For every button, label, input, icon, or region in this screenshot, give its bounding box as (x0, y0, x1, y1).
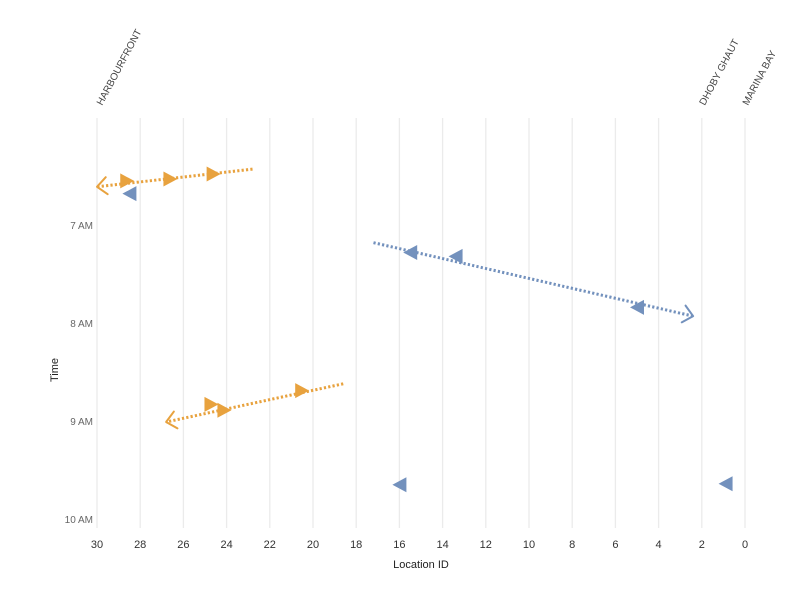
data-point-marker (448, 248, 463, 264)
x-tick-label: 20 (307, 539, 319, 551)
series-group (373, 241, 695, 324)
series-group (122, 186, 733, 493)
trend-arrow-head (165, 410, 179, 430)
series-group (165, 382, 344, 430)
series-group (96, 166, 253, 196)
trend-line (373, 241, 694, 318)
data-point-marker (217, 402, 232, 418)
x-tick-label: 30 (91, 539, 103, 551)
data-point-marker (120, 173, 135, 189)
x-tick-label: 0 (742, 539, 748, 551)
y-tick-label: 7 AM (70, 221, 93, 232)
y-axis-ticks: 7 AM 8 AM 9 AM 10 AM (65, 221, 93, 526)
x-tick-label: 26 (177, 539, 189, 551)
series (96, 166, 733, 493)
data-point-marker (392, 477, 407, 493)
data-point-marker (206, 166, 221, 182)
x-tick-label: 18 (350, 539, 362, 551)
data-point-marker (163, 171, 178, 187)
x-tick-label: 6 (612, 539, 618, 551)
x-tick-label: 4 (656, 539, 662, 551)
x-axis-ticks: 30 28 26 24 22 20 18 16 14 12 10 8 6 4 2 0 (91, 539, 748, 551)
station-label: DHOBY GHAUT (698, 38, 742, 108)
grid-lines (96, 118, 746, 528)
station-labels: HARBOURFRONT DHOBY GHAUT MARINA BAY (95, 28, 779, 108)
y-tick-label: 9 AM (70, 417, 93, 428)
data-point-marker (718, 476, 733, 492)
data-point-marker (630, 299, 644, 315)
x-axis-title: Location ID (393, 559, 449, 571)
y-tick-label: 8 AM (70, 319, 93, 330)
x-tick-label: 10 (523, 539, 535, 551)
y-tick-label: 10 AM (65, 515, 93, 526)
x-tick-label: 2 (699, 539, 705, 551)
x-tick-label: 12 (480, 539, 492, 551)
station-label: MARINA BAY (741, 49, 779, 108)
station-label: HARBOURFRONT (95, 28, 144, 108)
x-tick-label: 24 (220, 539, 232, 551)
data-point-marker (204, 396, 219, 412)
x-tick-label: 22 (264, 539, 276, 551)
trend-line (165, 382, 344, 424)
x-tick-label: 16 (393, 539, 405, 551)
trend-arrow-head (680, 304, 695, 324)
data-point-marker (295, 383, 310, 399)
data-point-marker (122, 186, 137, 202)
x-tick-label: 8 (569, 539, 575, 551)
x-tick-label: 14 (436, 539, 448, 551)
x-tick-label: 28 (134, 539, 146, 551)
trend-arrow-head (96, 176, 109, 196)
y-axis-title: Time (49, 358, 61, 382)
data-point-marker (403, 244, 418, 260)
